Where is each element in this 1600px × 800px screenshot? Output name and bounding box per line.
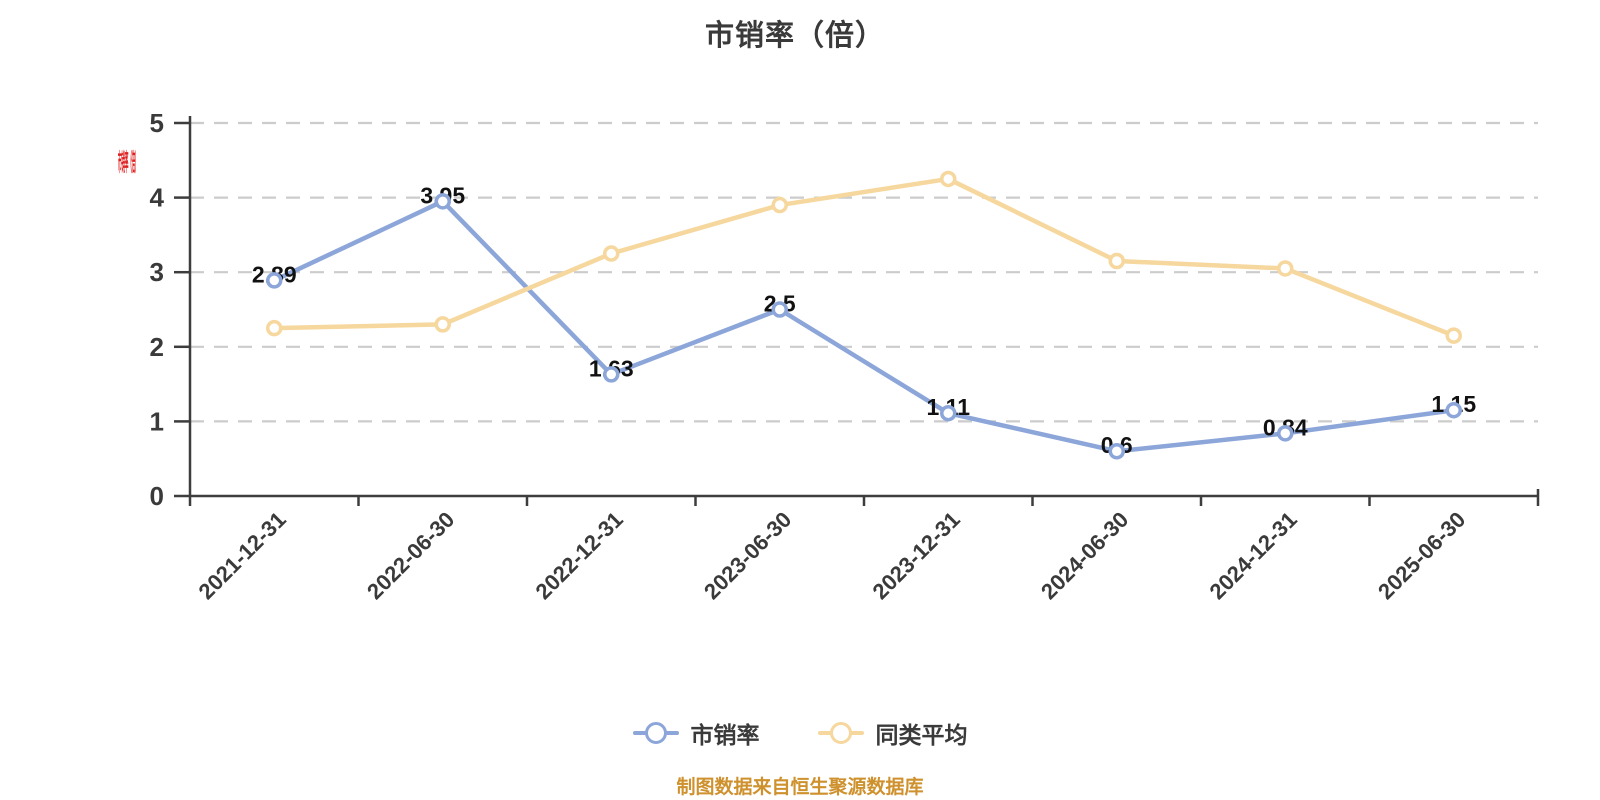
psr-data-point[interactable] — [1277, 425, 1294, 442]
x-axis-label: 2022-12-31 — [531, 507, 628, 604]
x-axis-label: 2024-12-31 — [1205, 507, 1302, 604]
psr-data-point[interactable] — [1108, 442, 1125, 460]
peer-average-data-point[interactable] — [1445, 327, 1462, 344]
psr-data-point[interactable] — [266, 272, 283, 289]
psr-data-point[interactable] — [771, 301, 788, 318]
x-axis-label: 2023-06-30 — [699, 507, 796, 604]
x-axis-label: 2023-12-31 — [868, 507, 965, 604]
peer-average-data-point[interactable] — [771, 196, 788, 214]
peer-average-line-marker-icon — [817, 721, 864, 745]
y-axis-tick-label: 0 — [150, 481, 164, 511]
y-axis-tick-label: 3 — [150, 257, 164, 287]
legend-label-psr: 市销率 — [690, 722, 760, 748]
psr-data-point[interactable] — [1445, 401, 1462, 419]
peer-average-data-point[interactable] — [266, 319, 283, 337]
peer-average-data-point[interactable] — [434, 316, 451, 333]
y-axis-tick-label: 4 — [150, 183, 165, 213]
chart-title: 市销率（倍） — [704, 20, 885, 52]
chart-canvas: 0 1 2 3 4 5 2021-12-31 2022-06-30 2022-12-31 2023… — [150, 108, 1540, 604]
y-axis-name-label: 市销率（倍） — [117, 149, 139, 177]
y-axis-tick-label: 1 — [150, 406, 164, 436]
x-axis-label: 2022-06-30 — [362, 507, 459, 604]
y-axis-tick-label: 5 — [150, 108, 164, 138]
legend: 市销率 同类平均 — [0, 716, 1600, 750]
psr-line-marker-icon — [632, 721, 679, 745]
psr-series-line — [272, 199, 1456, 454]
psr-data-point[interactable] — [603, 366, 620, 383]
x-axis-label: 2024-06-30 — [1036, 507, 1133, 604]
peer-average-data-point[interactable] — [940, 170, 957, 188]
legend-label-peer-average: 同类平均 — [875, 722, 968, 748]
psr-data-point[interactable] — [434, 193, 451, 210]
legend-item-peer-average[interactable]: 同类平均 — [817, 716, 968, 750]
y-axis-tick-label: 2 — [150, 332, 164, 362]
psr-data-point[interactable] — [940, 404, 957, 422]
source-note: 制图数据来自恒生聚源数据库 — [676, 777, 924, 798]
peer-average-series-line — [272, 176, 1456, 338]
peer-average-data-point[interactable] — [1108, 252, 1125, 270]
peer-average-data-point[interactable] — [1277, 260, 1294, 277]
x-axis-label: 2025-06-30 — [1373, 507, 1470, 604]
x-axis-label: 2021-12-31 — [194, 507, 291, 604]
peer-average-data-point[interactable] — [603, 245, 620, 262]
legend-item-psr[interactable]: 市销率 — [632, 716, 760, 750]
